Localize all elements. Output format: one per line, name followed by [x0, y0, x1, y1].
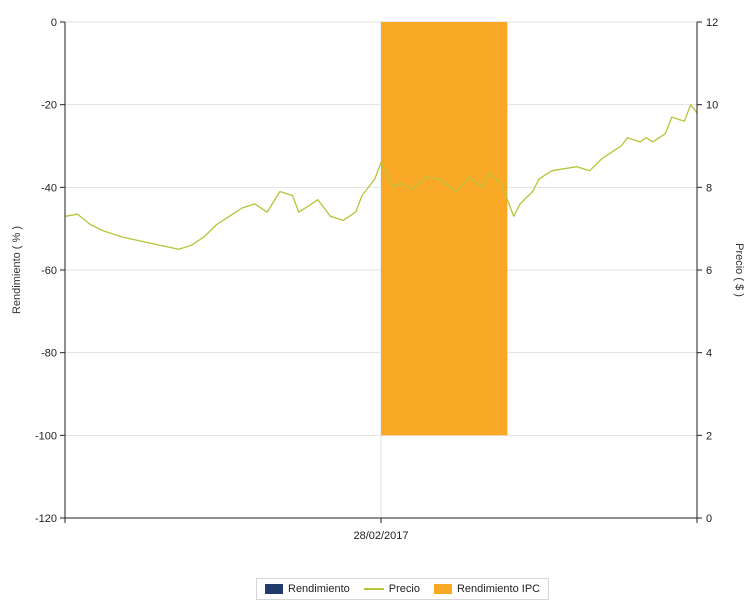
chart-legend: Rendimiento Precio Rendimiento IPC [256, 578, 550, 600]
left-tick-label: -20 [41, 100, 57, 112]
right-tick-label: 8 [706, 182, 712, 194]
right-tick-label: 10 [706, 100, 718, 112]
left-tick-label: -40 [41, 182, 57, 194]
right-tick-label: 0 [706, 513, 712, 525]
legend-label-rendimiento: Rendimiento [288, 583, 350, 595]
lines-layer [64, 104, 698, 250]
legend-label-precio: Precio [388, 583, 420, 595]
legend-label-rendimiento-ipc: Rendimiento IPC [456, 583, 541, 595]
bar-rendimiento-ipc [381, 22, 508, 436]
right-tick-label: 2 [706, 430, 712, 442]
legend-item-precio[interactable]: Precio [363, 583, 420, 595]
left-tick-label: -60 [41, 265, 57, 277]
axes-layer: 0 -20 -40 -60 -80 -100 -120 12 10 8 6 4 2 0 28/02/2017 [35, 17, 718, 542]
right-tick-label: 6 [706, 265, 712, 277]
right-tick-label: 12 [706, 17, 718, 29]
line-precio [64, 104, 698, 250]
left-tick-label: -100 [35, 430, 57, 442]
left-tick-label: 0 [51, 17, 57, 29]
x-tick-label: 28/02/2017 [353, 530, 408, 542]
legend-item-rendimiento-ipc[interactable]: Rendimiento IPC [433, 583, 541, 595]
legend-item-rendimiento[interactable]: Rendimiento [265, 583, 350, 595]
legend-swatch-rendimiento [265, 584, 283, 594]
left-tick-label: -80 [41, 348, 57, 360]
legend-swatch-rendimiento-ipc [433, 584, 452, 594]
left-tick-label: -120 [35, 513, 57, 525]
right-tick-label: 4 [706, 348, 712, 360]
left-axis-title: Rendimiento ( % ) [11, 226, 23, 314]
bars-layer [381, 22, 508, 436]
legend-swatch-precio [363, 588, 384, 590]
right-axis-title: Precio ( $ ) [733, 243, 745, 297]
